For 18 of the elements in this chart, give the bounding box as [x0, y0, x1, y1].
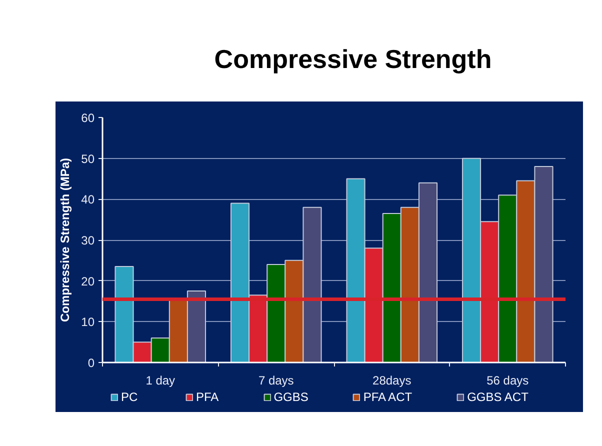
y-tick-label: 40 — [81, 192, 95, 207]
legend-label: GGBS ACT — [467, 390, 528, 404]
legend-label: PC — [121, 390, 139, 404]
y-tick-label: 20 — [81, 274, 95, 288]
x-tick-label: 28days — [372, 374, 412, 388]
y-tick-label: 0 — [88, 356, 95, 370]
y-tick-label: 50 — [81, 152, 95, 166]
x-tick-label: 1 day — [146, 374, 176, 388]
x-tick-label: 56 days — [486, 374, 529, 388]
legend-label: GGBS — [274, 390, 308, 404]
chart-title: Compressive Strength — [214, 44, 492, 74]
legend-label: PFA ACT — [363, 390, 412, 404]
y-tick-label: 10 — [81, 315, 95, 330]
y-tick-label: 60 — [81, 111, 95, 125]
y-axis-title: Compressive Strength (MPa) — [58, 158, 72, 322]
x-tick-label: 7 days — [258, 374, 294, 388]
legend-label: PFA — [196, 390, 219, 404]
y-tick-label: 30 — [81, 234, 95, 248]
